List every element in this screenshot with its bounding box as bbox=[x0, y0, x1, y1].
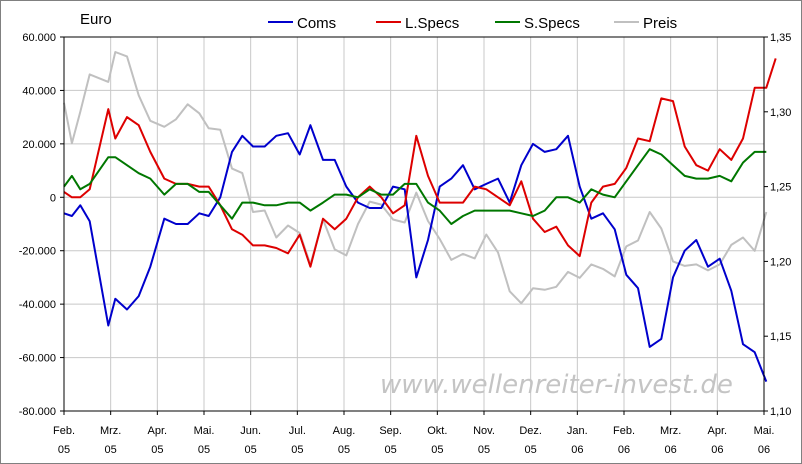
x-tick-month: Dez. bbox=[519, 425, 542, 437]
x-tick-month: Feb. bbox=[613, 425, 635, 437]
series-line-coms bbox=[63, 124, 768, 382]
legend-label: S.Specs bbox=[524, 15, 580, 32]
x-tick-month: Mrz. bbox=[660, 425, 681, 437]
x-tick-month: Okt. bbox=[427, 425, 447, 437]
legend-label: Coms bbox=[297, 15, 336, 32]
x-tick-year: 05 bbox=[385, 444, 397, 456]
x-tick-year: 05 bbox=[478, 444, 490, 456]
x-tick-year: 05 bbox=[291, 444, 303, 456]
right-tick-label: 1,15 bbox=[770, 331, 791, 343]
series-layer bbox=[63, 51, 777, 382]
x-tick-year: 06 bbox=[571, 444, 583, 456]
left-axis: 60.000 40.000 20.000 0 -20.000 -40.000 -60.000… bbox=[19, 32, 64, 418]
x-tick-month: Sep. bbox=[379, 425, 402, 437]
x-tick-month: Mrz. bbox=[100, 425, 121, 437]
x-tick-year: 05 bbox=[58, 444, 70, 456]
x-tick-month: Aug. bbox=[333, 425, 356, 437]
right-tick-label: 1,10 bbox=[770, 406, 791, 418]
x-tick-year: 06 bbox=[711, 444, 723, 456]
x-tick-year: 06 bbox=[665, 444, 677, 456]
x-axis: Feb. 05 Mrz. 05 Apr. 05 Mai. 05 Jun. 05 Jul. 05 Aug.… bbox=[53, 411, 774, 456]
x-tick-year: 05 bbox=[245, 444, 257, 456]
right-tick-label: 1,30 bbox=[770, 107, 791, 119]
x-tick-year: 05 bbox=[105, 444, 117, 456]
y-unit-label: Euro bbox=[80, 11, 112, 28]
x-tick-year: 05 bbox=[431, 444, 443, 456]
x-tick-month: Jul. bbox=[289, 425, 306, 437]
left-tick-label: -20.000 bbox=[19, 246, 56, 258]
left-tick-label: -40.000 bbox=[19, 299, 56, 311]
left-tick-label: 60.000 bbox=[22, 32, 56, 44]
legend-label: L.Specs bbox=[405, 15, 459, 32]
x-tick-month: Apr. bbox=[148, 425, 168, 437]
plot-border bbox=[63, 36, 765, 412]
left-tick-label: 40.000 bbox=[22, 85, 56, 97]
x-tick-year: 06 bbox=[758, 444, 770, 456]
x-tick-month: Mai. bbox=[754, 425, 775, 437]
left-tick-label: 20.000 bbox=[22, 139, 56, 151]
x-tick-month: Apr. bbox=[708, 425, 728, 437]
series-line-sspecs bbox=[63, 148, 767, 225]
x-tick-year: 05 bbox=[525, 444, 537, 456]
left-tick-label: -60.000 bbox=[19, 353, 56, 365]
right-axis: 1,35 1,30 1,25 1,20 1,15 1,10 bbox=[764, 32, 791, 418]
x-tick-month: Jun. bbox=[240, 425, 261, 437]
x-tick-month: Mai. bbox=[194, 425, 215, 437]
x-tick-month: Jan. bbox=[567, 425, 588, 437]
x-tick-month: Feb. bbox=[53, 425, 75, 437]
legend: Coms L.Specs S.Specs Preis bbox=[268, 15, 677, 32]
series-line-preis bbox=[63, 51, 768, 305]
right-tick-label: 1,25 bbox=[770, 182, 791, 194]
x-tick-month: Nov. bbox=[473, 425, 495, 437]
left-tick-label: -80.000 bbox=[19, 406, 56, 418]
x-tick-year: 05 bbox=[338, 444, 350, 456]
x-tick-year: 05 bbox=[198, 444, 210, 456]
watermark: www.wellenreiter-invest.de bbox=[380, 370, 733, 400]
x-tick-year: 05 bbox=[151, 444, 163, 456]
x-tick-year: 06 bbox=[618, 444, 630, 456]
right-tick-label: 1,20 bbox=[770, 256, 791, 268]
legend-label: Preis bbox=[643, 15, 677, 32]
right-tick-label: 1,35 bbox=[770, 32, 791, 44]
left-tick-label: 0 bbox=[50, 192, 56, 204]
